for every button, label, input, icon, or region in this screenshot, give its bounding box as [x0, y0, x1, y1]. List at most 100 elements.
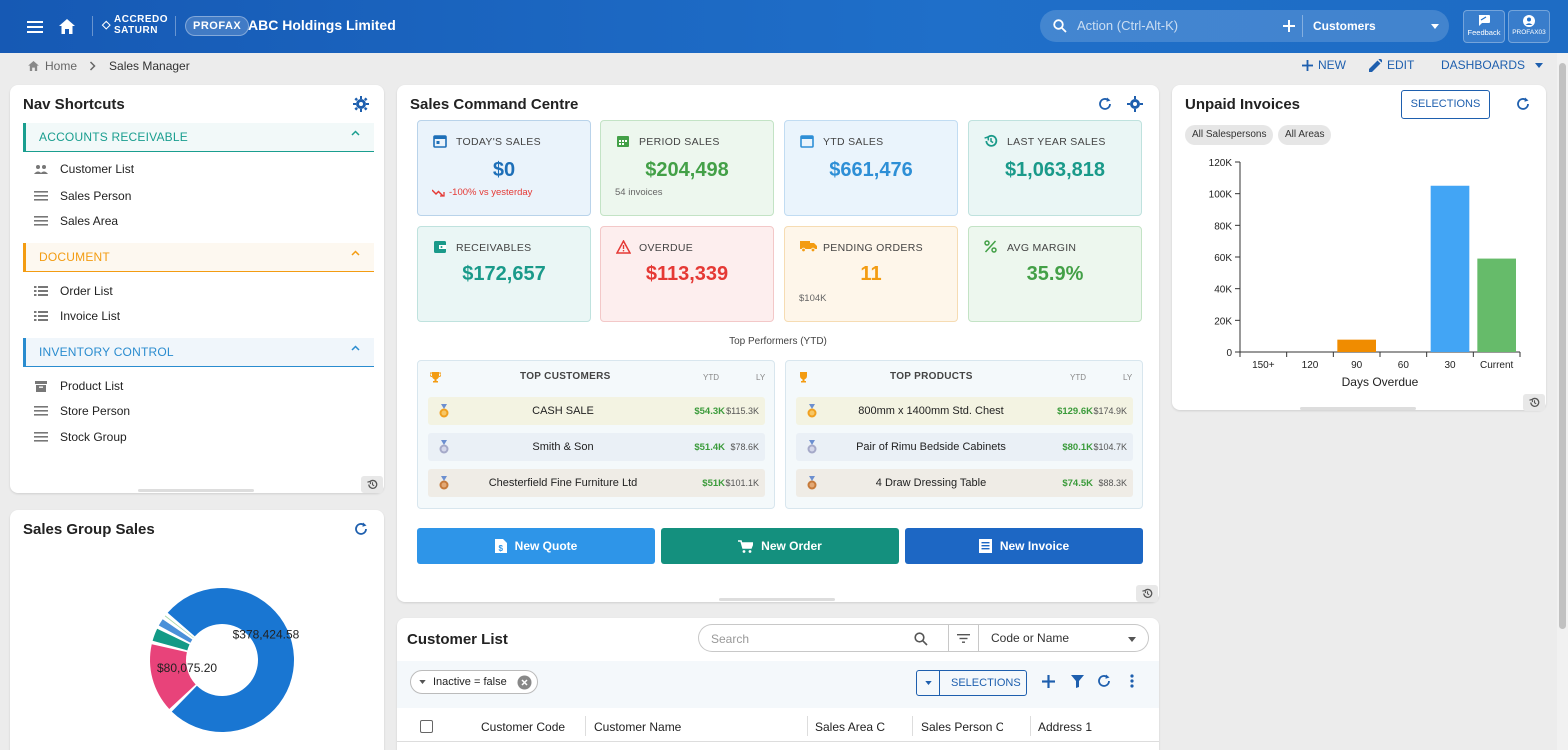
new-quote-button[interactable]: $ New Quote — [417, 528, 655, 564]
history-button[interactable] — [361, 476, 383, 493]
chevron-up-icon[interactable] — [351, 345, 360, 351]
top-customer-row[interactable]: Chesterfield Fine Furniture Ltd $51K $10… — [428, 469, 765, 497]
refresh-icon[interactable] — [1097, 674, 1111, 688]
action-search[interactable]: Action (Ctrl-Alt-K) Customers — [1040, 10, 1449, 42]
kpi-label: LAST YEAR SALES — [1007, 136, 1106, 148]
refresh-icon[interactable] — [1098, 97, 1112, 111]
chevron-up-icon[interactable] — [351, 130, 360, 136]
nav-item-customer-list[interactable]: Customer List — [34, 162, 134, 176]
top-customer-row[interactable]: CASH SALE $54.3K $115.3K — [428, 397, 765, 425]
home-icon[interactable] — [28, 61, 39, 71]
customer-selections-button[interactable]: SELECTIONS — [916, 670, 1027, 696]
chevron-up-icon[interactable] — [351, 250, 360, 256]
breadcrumb-current: Sales Manager — [109, 59, 190, 73]
refresh-icon[interactable] — [354, 522, 368, 536]
invoice-icon — [978, 539, 992, 553]
history-button[interactable] — [1523, 394, 1545, 411]
scrollbar-thumb[interactable] — [1559, 63, 1566, 629]
edit-button[interactable]: EDIT — [1369, 58, 1414, 72]
bar-current[interactable] — [1477, 258, 1516, 352]
scroll-indicator[interactable] — [719, 598, 835, 601]
filter-options-button[interactable] — [948, 624, 979, 652]
scroll-indicator[interactable] — [138, 489, 254, 492]
gold-medal-icon — [439, 404, 449, 418]
add-icon[interactable] — [1042, 675, 1055, 688]
top-product-ytd: $129.6K — [1057, 406, 1093, 417]
top-product-row[interactable]: Pair of Rimu Bedside Cabinets $80.1K $10… — [796, 433, 1133, 461]
bar-30[interactable] — [1430, 185, 1470, 352]
kpi-avg-margin[interactable]: AVG MARGIN 35.9% — [968, 226, 1142, 322]
donut-slice-1[interactable] — [150, 644, 196, 710]
new-invoice-button[interactable]: New Invoice — [905, 528, 1143, 564]
column-header[interactable]: Sales Area Co — [815, 720, 885, 734]
top-product-row[interactable]: 800mm x 1400mm Std. Chest $129.6K $174.9… — [796, 397, 1133, 425]
top-product-row[interactable]: 4 Draw Dressing Table $74.5K $88.3K — [796, 469, 1133, 497]
ly-header: LY — [756, 373, 766, 382]
search-mode-select[interactable]: Code or Name — [979, 624, 1149, 652]
customer-search-input[interactable]: Search — [698, 624, 948, 652]
nav-item-stock-group[interactable]: Stock Group — [34, 430, 127, 444]
nav-item-product-list[interactable]: Product List — [34, 379, 123, 393]
top-product-ly: $174.9K — [1093, 406, 1127, 416]
history-button[interactable] — [1136, 585, 1158, 602]
dashboards-menu[interactable]: DASHBOARDS — [1441, 58, 1544, 72]
kpi-todays-sales[interactable]: TODAY'S SALES $0 -100% vs yesterday — [417, 120, 591, 216]
new-button[interactable]: NEW — [1302, 58, 1346, 72]
column-header[interactable]: Address 1 — [1038, 720, 1093, 734]
column-header[interactable]: Customer Code — [481, 720, 566, 734]
donut-slice-3[interactable] — [158, 619, 193, 643]
donut-slice-0[interactable] — [167, 588, 294, 732]
nav-group-inventory-control[interactable]: INVENTORY CONTROL — [23, 338, 374, 367]
kpi-period-sales[interactable]: PERIOD SALES $204,498 54 invoices — [600, 120, 774, 216]
new-label: NEW — [1318, 58, 1346, 72]
more-vertical-icon[interactable] — [1130, 674, 1134, 688]
kpi-value: $1,063,818 — [1004, 159, 1106, 181]
filter-chip-salespersons[interactable]: All Salespersons — [1185, 125, 1274, 145]
kpi-last-year-sales[interactable]: LAST YEAR SALES $1,063,818 — [968, 120, 1142, 216]
nav-item-sales-person[interactable]: Sales Person — [34, 189, 131, 203]
plus-icon[interactable] — [1283, 20, 1295, 32]
context-select[interactable]: Customers — [1313, 19, 1376, 33]
donut-slice-4[interactable] — [164, 615, 194, 639]
menu-icon[interactable] — [22, 14, 48, 40]
search-icon[interactable] — [914, 632, 928, 646]
feedback-button[interactable]: Feedback — [1463, 10, 1505, 43]
column-header[interactable]: Customer Name — [594, 720, 682, 734]
select-all-checkbox[interactable] — [420, 720, 433, 733]
kpi-overdue[interactable]: OVERDUE $113,339 — [600, 226, 774, 322]
nav-group-accounts-receivable[interactable]: ACCOUNTS RECEIVABLE — [23, 123, 374, 152]
top-customer-ytd: $51K — [702, 478, 725, 489]
gear-icon[interactable] — [1127, 96, 1143, 112]
brand-line1: ACCREDO — [114, 14, 169, 25]
refresh-icon[interactable] — [1516, 97, 1530, 111]
user-button[interactable]: PROFAX03 — [1508, 10, 1550, 43]
nav-item-store-person[interactable]: Store Person — [34, 404, 130, 418]
filter-chip-areas[interactable]: All Areas — [1278, 125, 1332, 145]
kpi-receivables[interactable]: RECEIVABLES $172,657 — [417, 226, 591, 322]
chevron-down-icon[interactable] — [1431, 24, 1439, 29]
kpi-pending-orders[interactable]: PENDING ORDERS 11 $104K — [784, 226, 958, 322]
close-circle-icon[interactable] — [517, 675, 532, 690]
donut-slice-2[interactable] — [152, 628, 190, 651]
nav-group-document[interactable]: DOCUMENT — [23, 243, 374, 272]
nav-group-label: ACCOUNTS RECEIVABLE — [39, 130, 188, 144]
column-header[interactable]: Sales Person Co — [921, 720, 1003, 734]
scroll-indicator[interactable] — [1300, 407, 1416, 410]
kpi-ytd-sales[interactable]: YTD SALES $661,476 — [784, 120, 958, 216]
scc-title: Sales Command Centre — [410, 96, 579, 113]
nav-item-order-list[interactable]: Order List — [34, 284, 113, 298]
home-icon[interactable] — [55, 13, 79, 39]
breadcrumb-home[interactable]: Home — [45, 59, 78, 73]
y-tick-label: 0 — [1226, 348, 1232, 359]
gear-icon[interactable] — [353, 96, 369, 112]
bar-90[interactable] — [1337, 339, 1376, 352]
page-scrollbar[interactable] — [1557, 53, 1568, 750]
top-customer-row[interactable]: Smith & Son $51.4K $78.6K — [428, 433, 765, 461]
search-icon — [1053, 19, 1067, 33]
nav-item-invoice-list[interactable]: Invoice List — [34, 309, 120, 323]
nav-item-sales-area[interactable]: Sales Area — [34, 214, 118, 228]
inactive-filter-chip[interactable]: Inactive = false — [410, 670, 538, 694]
new-order-button[interactable]: New Order — [661, 528, 899, 564]
unpaid-selections-button[interactable]: SELECTIONS — [1401, 90, 1490, 119]
filter-icon[interactable] — [1071, 675, 1084, 688]
